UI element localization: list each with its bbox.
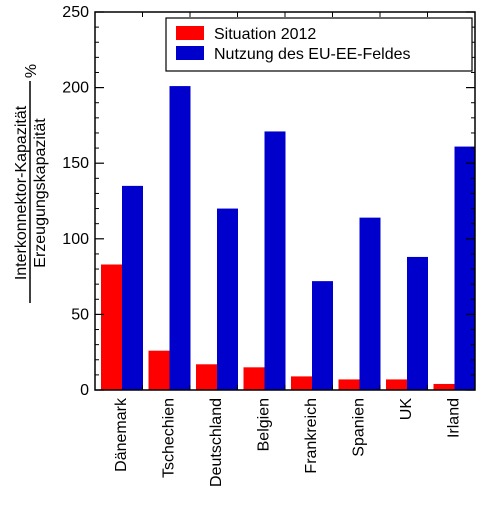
legend: Situation 2012 Nutzung des EU-EE-Feldes: [165, 17, 473, 72]
bar-eu-ee-feld-1: [169, 86, 191, 390]
bars-layer: [101, 86, 476, 390]
legend-label: Situation 2012: [214, 26, 316, 43]
y-tick-label: 0: [80, 382, 89, 399]
legend-swatch: [176, 46, 204, 60]
y-tick-label: 150: [62, 155, 89, 172]
legend-box: [165, 17, 473, 72]
bar-eu-ee-feld-5: [359, 217, 381, 390]
x-tick-label: Frankreich: [303, 398, 320, 474]
y-tick-label: 200: [62, 80, 89, 97]
bar-eu-ee-feld-7: [454, 146, 476, 390]
x-tick-label: Dänemark: [113, 397, 130, 472]
bar-eu-ee-feld-3: [264, 131, 286, 390]
bar-eu-ee-feld-0: [122, 185, 143, 390]
bar-eu-ee-feld-4: [312, 281, 333, 390]
axis-layer: Dänemark Tschechien Deutschland Belgien Fran…: [62, 4, 476, 487]
bar-situation-2012-0: [101, 264, 122, 390]
x-tick-label: Tschechien: [161, 398, 178, 478]
bar-eu-ee-feld-6: [407, 256, 428, 390]
bar-situation-2012-5: [338, 379, 360, 390]
bar-eu-ee-feld-2: [217, 208, 238, 390]
x-tick-label: Spanien: [351, 398, 368, 457]
x-tick-label: UK: [398, 398, 415, 421]
x-tick-label: Belgien: [256, 398, 273, 451]
bar-situation-2012-7: [433, 383, 455, 390]
y-tick-label: 100: [62, 231, 89, 248]
legend-label: Nutzung des EU-EE-Feldes: [214, 46, 411, 63]
y-axis-label: Interkonnektor-Kapazität Erzeugungskapazi…: [13, 64, 49, 303]
bar-situation-2012-1: [148, 350, 170, 390]
y-tick-label: 250: [62, 4, 89, 21]
x-tick-label: Deutschland: [208, 398, 225, 487]
bar-situation-2012-2: [196, 364, 217, 390]
legend-swatch: [176, 26, 204, 40]
bar-situation-2012-4: [291, 376, 312, 390]
bar-situation-2012-3: [243, 367, 265, 390]
y-label-unit: %: [23, 64, 40, 78]
x-tick-label: Irland: [446, 398, 463, 438]
y-label-numerator: Interkonnektor-Kapazität: [13, 105, 30, 280]
bar-situation-2012-6: [386, 379, 407, 390]
y-tick-label: 50: [71, 306, 89, 323]
y-label-denominator: Erzeugungskapazität: [32, 118, 49, 268]
